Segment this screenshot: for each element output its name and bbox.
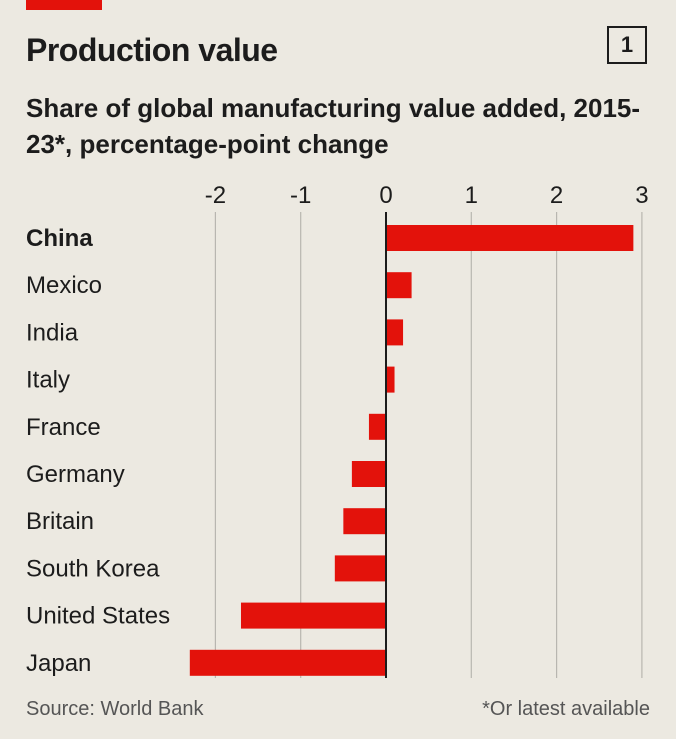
x-tick-label: 0 — [379, 182, 392, 209]
bar — [386, 319, 404, 346]
bar — [189, 649, 386, 676]
category-label: United States — [26, 603, 170, 630]
category-label: South Korea — [26, 555, 160, 582]
chart-subtitle: Share of global manufacturing value adde… — [26, 93, 641, 159]
chart-title: Production value — [26, 32, 278, 68]
category-label: Mexico — [26, 272, 102, 299]
bar — [343, 508, 386, 535]
source-note: Source: World Bank — [26, 698, 204, 720]
accent-bar — [26, 0, 102, 10]
category-label: India — [26, 319, 79, 346]
bar — [334, 555, 386, 582]
chart-number-badge: 1 — [607, 26, 647, 64]
bar-chart: -2 -1 0 1 2 3 China Mexico India Italy France Germa… — [26, 182, 649, 678]
category-label: Germany — [26, 461, 125, 488]
x-tick-label: -2 — [205, 182, 226, 209]
bar — [351, 461, 386, 487]
x-tick-label: 2 — [550, 182, 563, 209]
bar — [368, 413, 386, 440]
category-label: Japan — [26, 650, 91, 677]
category-label: Italy — [26, 367, 70, 394]
bar — [240, 602, 386, 629]
x-tick-label: 3 — [635, 182, 648, 209]
bar — [386, 366, 395, 393]
bar — [386, 272, 412, 299]
category-label: China — [26, 225, 93, 252]
footnote: *Or latest available — [482, 698, 650, 720]
category-label: Britain — [26, 508, 94, 535]
category-label: France — [26, 414, 101, 441]
bar — [386, 225, 634, 251]
x-tick-label: -1 — [290, 182, 311, 209]
x-tick-label: 1 — [465, 182, 478, 209]
